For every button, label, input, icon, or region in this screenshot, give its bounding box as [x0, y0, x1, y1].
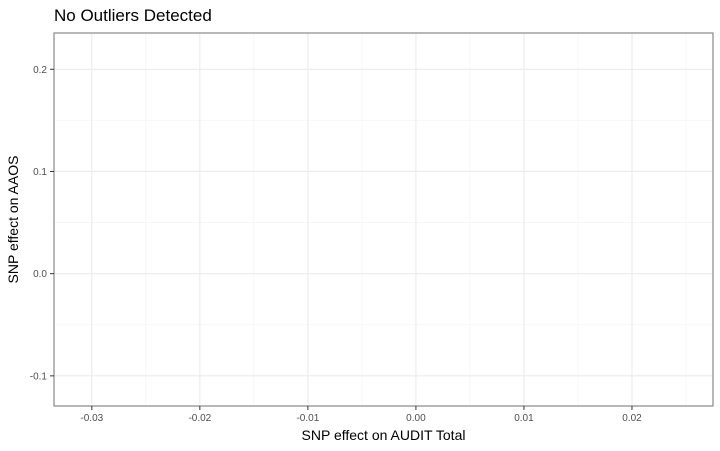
y-axis: 0.2 0.1 0.0 -0.1 — [30, 65, 54, 382]
x-tick-label: 0.00 — [406, 413, 426, 424]
y-tick-label: 0.2 — [33, 65, 47, 76]
minor-grid — [54, 33, 713, 406]
x-tick-label: 0.02 — [622, 413, 642, 424]
x-axis-title: SNP effect on AUDIT Total — [302, 427, 466, 443]
chart-title: No Outliers Detected — [54, 6, 212, 25]
y-tick-label: 0.1 — [33, 167, 47, 178]
y-axis-title: SNP effect on AAOS — [5, 156, 21, 284]
x-tick-label: -0.01 — [296, 413, 319, 424]
x-axis: -0.03 -0.02 -0.01 0.00 0.01 0.02 — [80, 406, 642, 424]
y-tick-label: 0.0 — [33, 269, 47, 280]
plot-panel — [54, 33, 713, 406]
major-grid — [54, 33, 713, 406]
y-tick-label: -0.1 — [30, 371, 48, 382]
x-tick-label: -0.02 — [188, 413, 211, 424]
x-tick-label: -0.03 — [80, 413, 103, 424]
panel-border — [53, 32, 714, 407]
x-tick-label: 0.01 — [514, 413, 534, 424]
